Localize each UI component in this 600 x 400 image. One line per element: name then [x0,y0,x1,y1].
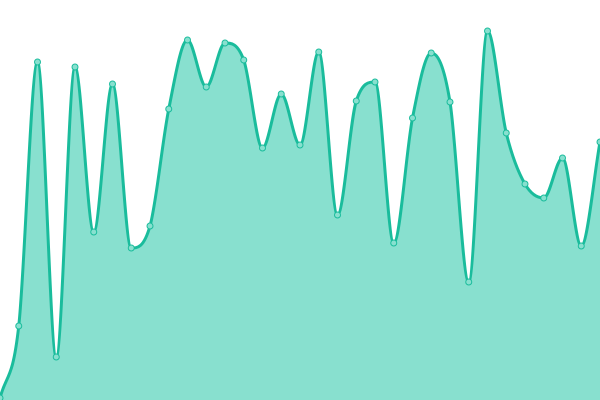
data-point-24 [446,98,454,106]
data-point-1 [15,322,23,330]
data-point-21 [390,239,398,247]
data-point-26 [484,27,491,35]
data-point-28 [521,180,529,188]
data-point-10 [184,36,191,44]
data-point-11 [202,83,210,91]
data-point-23 [427,49,435,57]
data-point-9 [165,105,173,113]
area-fill [0,31,600,400]
data-point-32 [596,138,600,146]
data-points [0,27,600,400]
data-point-29 [540,194,548,202]
data-point-2 [34,58,41,66]
data-point-17 [315,48,323,56]
data-point-13 [240,56,248,64]
data-point-12 [221,39,229,47]
data-point-20 [371,78,379,86]
data-point-8 [146,222,154,230]
data-point-15 [277,90,285,98]
data-point-0 [0,394,4,400]
data-point-4 [71,63,79,71]
data-point-31 [577,242,585,250]
data-point-27 [502,129,510,137]
data-point-19 [352,97,360,105]
data-point-6 [109,80,116,88]
data-point-14 [259,144,266,152]
data-point-18 [334,211,341,219]
data-point-22 [409,114,416,122]
data-point-25 [465,278,473,286]
data-point-5 [90,228,98,236]
data-point-3 [52,353,60,361]
data-point-16 [296,141,304,149]
data-point-30 [559,154,566,162]
data-point-7 [127,244,135,252]
